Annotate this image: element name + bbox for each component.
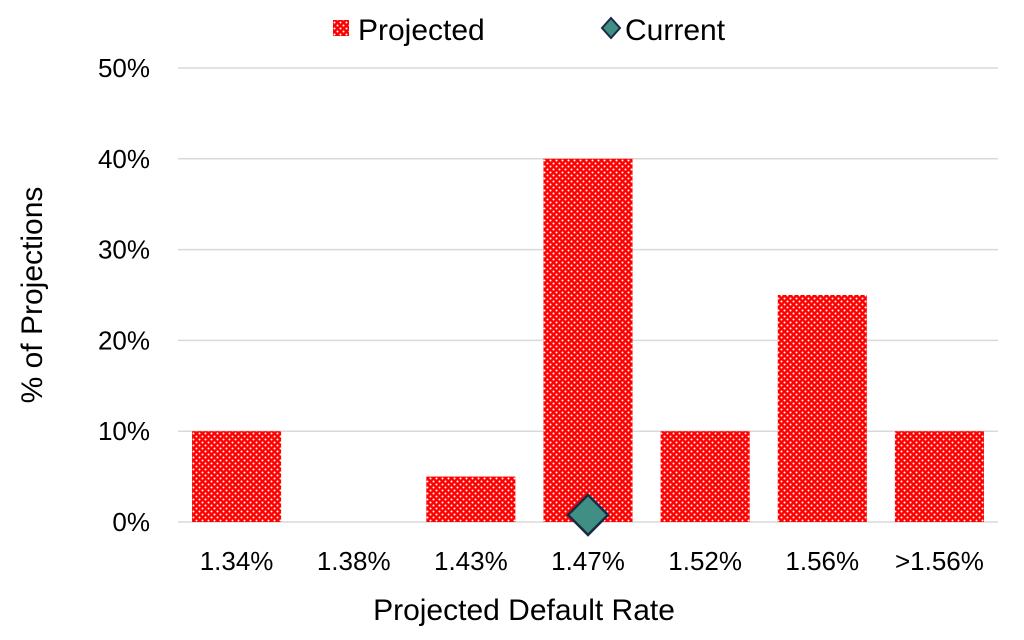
y-tick-label: 0%: [112, 507, 150, 537]
x-tick-label: 1.43%: [434, 546, 508, 576]
y-tick-label: 30%: [98, 235, 150, 265]
legend-current-diamond-icon: [600, 16, 622, 40]
bar: [426, 476, 516, 522]
x-axis-ticks: 1.34% 1.38% 1.43% 1.47% 1.52% 1.56% >1.56%: [200, 546, 984, 576]
x-tick-label: 1.56%: [785, 546, 859, 576]
y-tick-label: 40%: [98, 144, 150, 174]
y-tick-label: 50%: [98, 53, 150, 83]
y-axis-title: % of Projections: [16, 187, 49, 404]
y-tick-label: 20%: [98, 325, 150, 355]
legend: Projected Current: [333, 14, 726, 47]
x-tick-label: 1.47%: [551, 546, 625, 576]
legend-projected-swatch: [333, 20, 349, 36]
x-tick-label: 1.34%: [200, 546, 274, 576]
markers: [566, 493, 610, 537]
bar: [660, 431, 750, 522]
x-tick-label: >1.56%: [895, 546, 984, 576]
y-tick-label: 10%: [98, 416, 150, 446]
bar: [192, 431, 282, 522]
bar: [894, 431, 984, 522]
current-marker-diamond-icon: [566, 493, 610, 537]
x-axis-title: Projected Default Rate: [373, 594, 675, 627]
legend-current-label: Current: [625, 14, 726, 47]
bar: [543, 158, 633, 523]
legend-projected-label: Projected: [358, 14, 485, 47]
y-axis-ticks: 0% 10% 20% 30% 40% 50%: [98, 53, 150, 537]
x-tick-label: 1.38%: [317, 546, 391, 576]
bars: [192, 158, 984, 523]
bar: [777, 295, 867, 522]
x-tick-label: 1.52%: [668, 546, 742, 576]
